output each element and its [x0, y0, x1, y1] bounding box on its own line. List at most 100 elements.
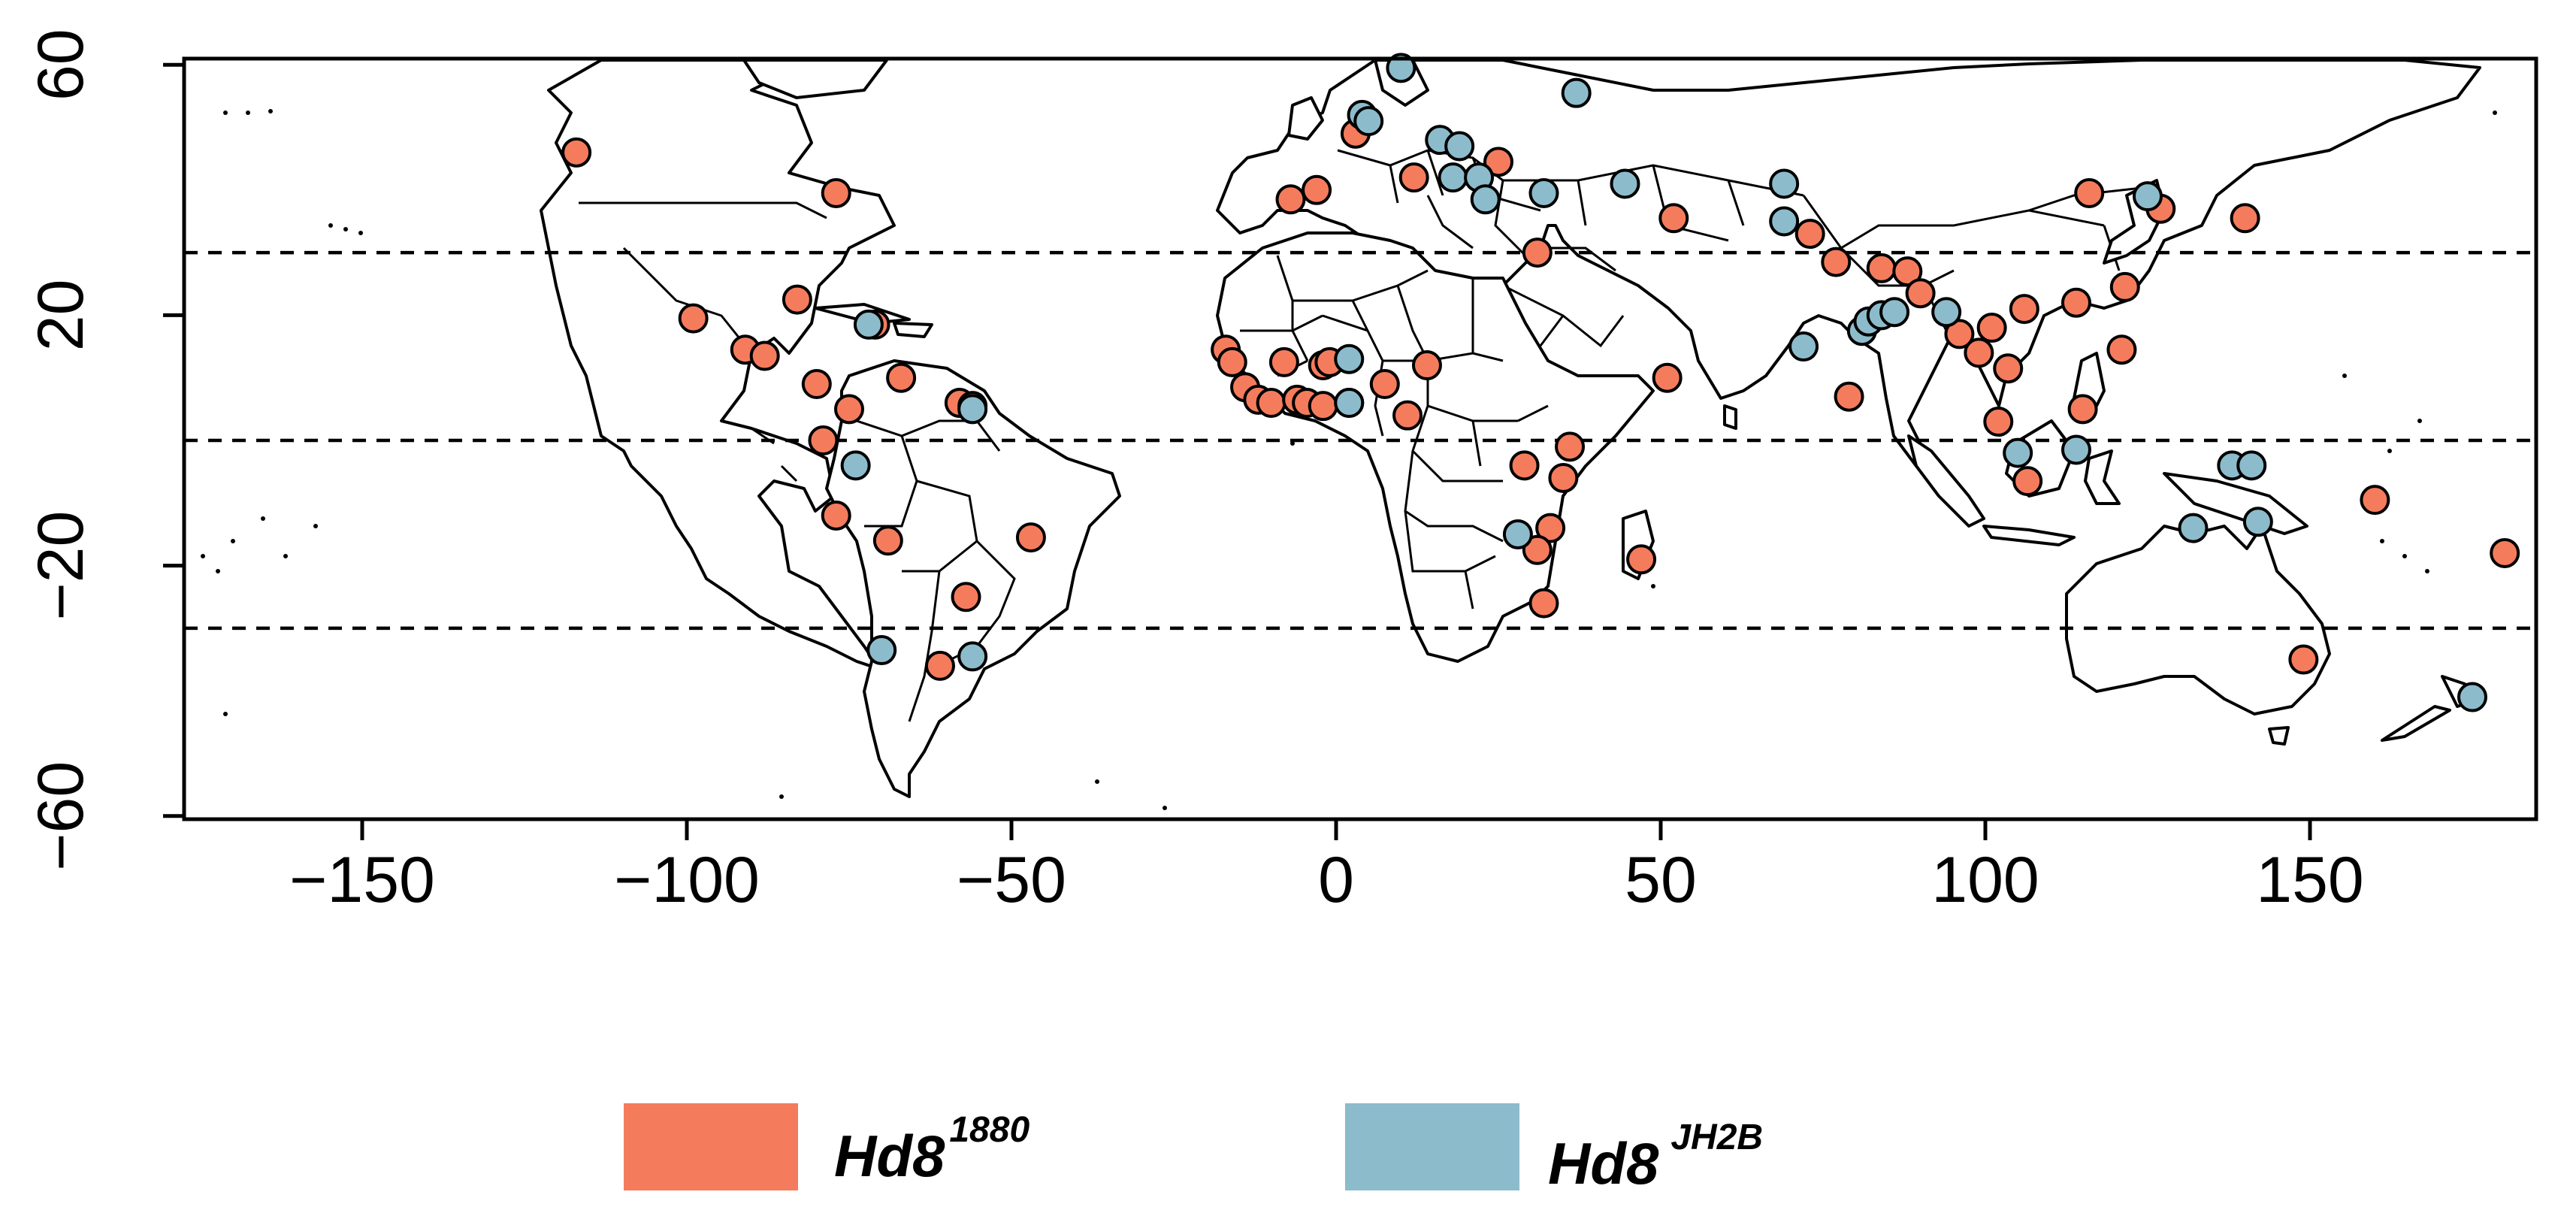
point-hd8-1880-63	[2074, 177, 2105, 208]
point-hd8-1880-49	[1821, 247, 1852, 277]
point-hd8-1880-54	[1944, 319, 1975, 349]
point-hd8-1880-19	[1217, 346, 1247, 377]
british-isles-landmass	[1287, 96, 1324, 141]
point-hd8-1880-12	[808, 425, 839, 455]
y-tick-label: 20	[25, 280, 97, 352]
point-hd8-1880-9	[886, 362, 917, 393]
point-hd8-1880-28	[1308, 391, 1338, 422]
point-hd8-1880-47	[1626, 544, 1657, 575]
point-hd8-jh2b-1	[957, 394, 988, 425]
north-america-landmass	[540, 59, 896, 670]
point-hd8-1880-40	[1652, 362, 1683, 393]
point-hd8-jh2b-16	[1561, 77, 1592, 108]
point-hd8-1880-34	[1302, 174, 1332, 205]
point-hd8-jh2b-15	[1528, 177, 1559, 208]
point-hd8-1880-1	[821, 177, 851, 208]
point-hd8-1880-57	[1983, 407, 2014, 437]
point-hd8-1880-44	[1535, 513, 1566, 543]
point-hd8-jh2b-6	[1334, 388, 1365, 419]
point-hd8-1880-15	[1015, 522, 1046, 553]
point-hd8-1880-14	[872, 525, 903, 556]
point-hd8-1880-38	[1522, 237, 1553, 268]
point-hd8-1880-48	[1794, 219, 1825, 250]
x-tick-label: −100	[614, 844, 760, 916]
point-hd8-jh2b-9	[1386, 53, 1416, 83]
point-hd8-1880-8	[834, 394, 864, 425]
point-hd8-jh2b-26	[1931, 297, 1962, 328]
x-tick-label: −50	[957, 844, 1066, 916]
point-hd8-1880-2	[678, 303, 709, 334]
legend-swatch-hd8-1880	[624, 1103, 798, 1190]
point-hd8-jh2b-3	[866, 635, 897, 666]
point-hd8-1880-58	[1993, 353, 2024, 384]
point-hd8-jh2b-0	[853, 309, 884, 340]
point-hd8-1880-22	[1256, 388, 1286, 419]
point-hd8-1880-3	[782, 284, 812, 315]
legend: Hd8 1880 Hd8 JH2B	[624, 1103, 1763, 1196]
point-hd8-1880-52	[1905, 278, 1936, 309]
point-hd8-1880-17	[924, 650, 955, 681]
point-hd8-1880-25	[1268, 346, 1299, 377]
point-hd8-jh2b-28	[2060, 434, 2091, 465]
point-hd8-1880-43	[1548, 462, 1579, 493]
point-hd8-1880-65	[2109, 271, 2140, 302]
point-hd8-jh2b-32	[2236, 450, 2267, 481]
point-hd8-1880-69	[2490, 537, 2520, 568]
point-hd8-1880-50	[1866, 253, 1897, 283]
point-hd8-1880-39	[1658, 203, 1689, 234]
point-hd8-1880-37	[1483, 147, 1513, 177]
point-hd8-1880-60	[2012, 466, 2043, 497]
point-hd8-jh2b-18	[1769, 168, 1800, 199]
point-hd8-1880-31	[1392, 400, 1423, 431]
point-hd8-1880-0	[561, 137, 592, 168]
point-hd8-jh2b-4	[957, 641, 988, 672]
x-tick-label: 0	[1318, 844, 1354, 916]
africa-landmass	[1216, 231, 1655, 663]
pacific-islets	[201, 109, 2497, 810]
new-zealand-south-landmass	[2381, 705, 2451, 742]
sumatra-landmass	[1907, 434, 1985, 528]
point-hd8-jh2b-34	[2457, 682, 2487, 712]
tasmania-landmass	[2268, 726, 2290, 746]
point-hd8-1880-36	[1398, 162, 1429, 193]
legend-label-hd8-jh2b: Hd8 JH2B	[1548, 1118, 1763, 1196]
y-tick-label: 60	[25, 29, 97, 101]
point-hd8-1880-42	[1555, 431, 1586, 462]
sample-points	[561, 53, 2520, 712]
legend-swatch-hd8-jh2b	[1345, 1103, 1519, 1190]
point-hd8-1880-56	[1976, 313, 2007, 343]
point-hd8-1880-61	[2060, 287, 2091, 318]
point-hd8-1880-68	[2360, 485, 2390, 516]
java-landmass	[1982, 525, 2076, 546]
point-hd8-1880-7	[801, 369, 832, 400]
point-hd8-1880-13	[821, 500, 851, 531]
point-hd8-1880-67	[2230, 203, 2260, 234]
point-hd8-1880-16	[951, 582, 981, 613]
point-hd8-jh2b-2	[840, 450, 871, 481]
greenland-landmass	[742, 59, 888, 99]
point-hd8-1880-6	[749, 340, 780, 371]
point-hd8-1880-55	[1964, 337, 1994, 368]
australia-landmass	[2065, 525, 2331, 715]
point-hd8-1880-45	[1522, 534, 1553, 565]
point-hd8-1880-62	[2067, 394, 2098, 425]
point-hd8-jh2b-12	[1438, 162, 1468, 193]
point-hd8-1880-59	[2009, 294, 2039, 325]
x-tick-label: −150	[289, 844, 435, 916]
hispaniola-landmass	[893, 322, 933, 338]
point-hd8-jh2b-33	[2242, 507, 2273, 537]
point-hd8-jh2b-14	[1470, 184, 1501, 215]
x-tick-label: 50	[1625, 844, 1697, 916]
south-america-landmass	[825, 359, 1121, 798]
point-hd8-jh2b-27	[2003, 437, 2033, 468]
x-tick-label: 150	[2256, 844, 2364, 916]
point-hd8-jh2b-11	[1444, 131, 1475, 162]
y-axis: 60 20 −20 −60	[25, 29, 186, 871]
y-tick-label: −60	[25, 761, 97, 871]
basemap	[201, 59, 2497, 810]
latitude-reference-lines	[184, 250, 2536, 631]
africa-borders	[1240, 255, 1549, 610]
legend-label-hd8-1880: Hd8 1880	[834, 1110, 1029, 1189]
point-hd8-jh2b-19	[1769, 206, 1800, 237]
